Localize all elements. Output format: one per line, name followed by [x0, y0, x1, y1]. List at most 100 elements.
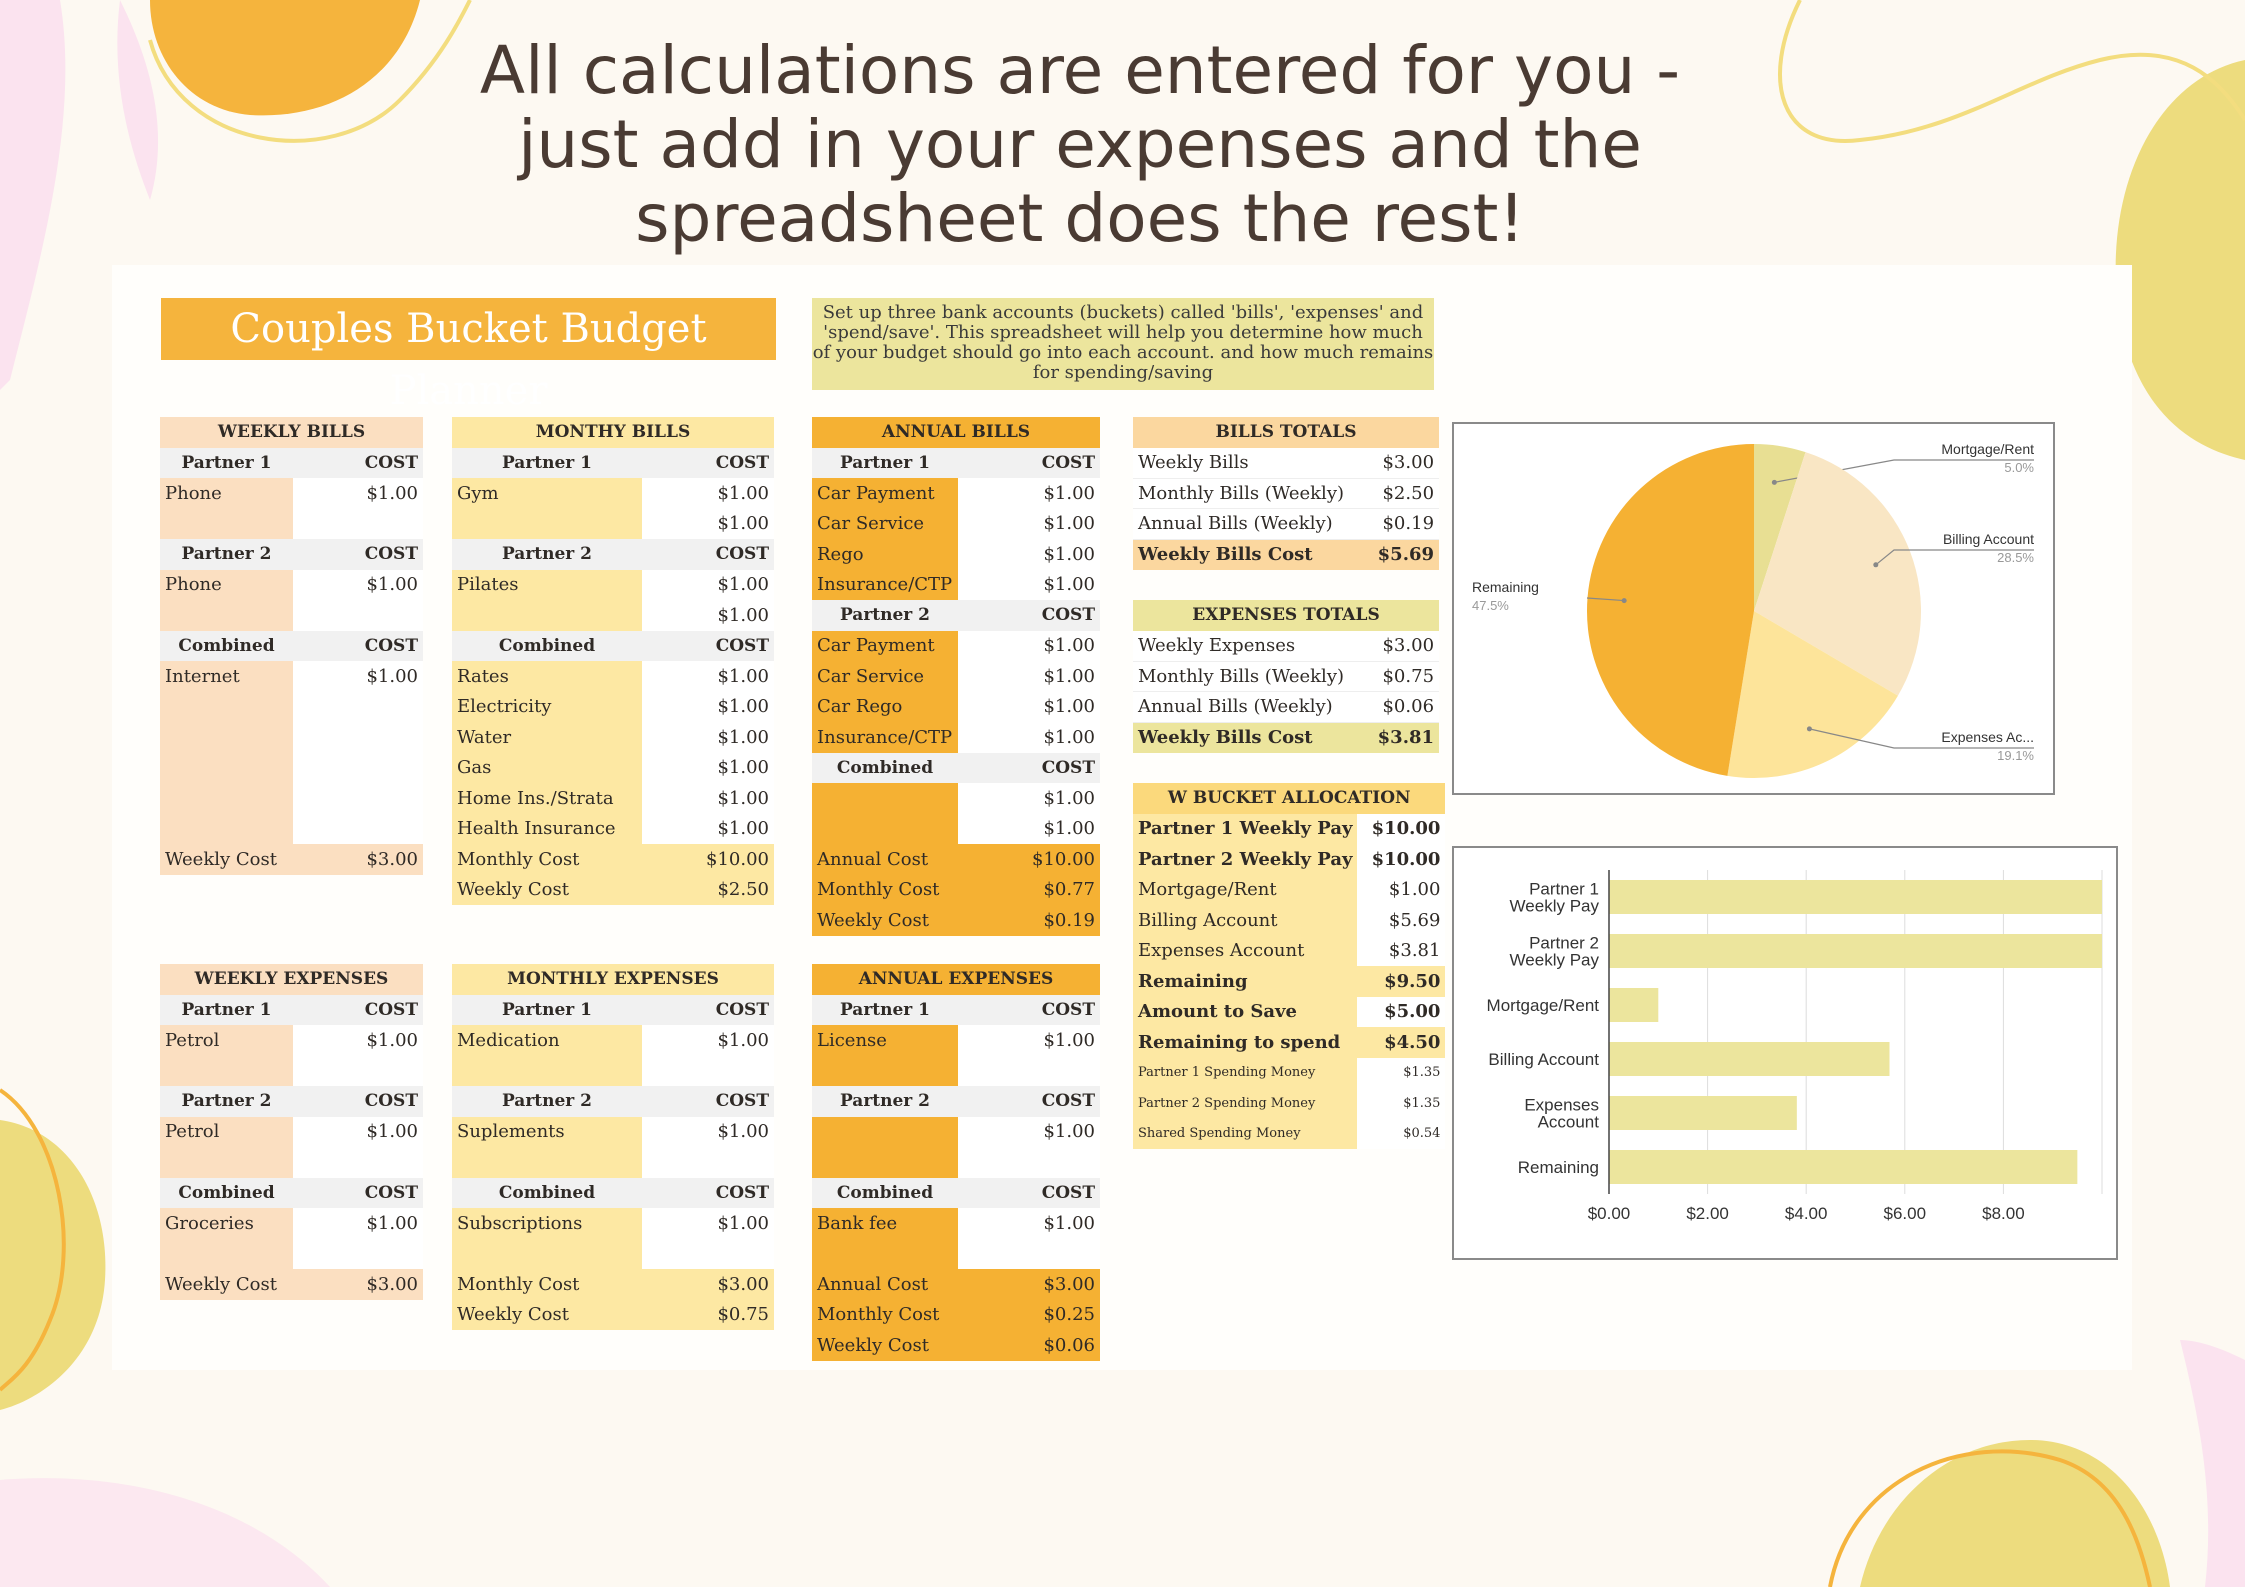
cell-label[interactable]: Water [452, 722, 642, 753]
cell-label[interactable] [812, 813, 958, 844]
cell-label[interactable]: Bank fee [812, 1208, 958, 1239]
cell-label[interactable] [452, 508, 642, 539]
cell-label[interactable]: Car Payment [812, 478, 958, 509]
cell-value[interactable]: $1.00 [293, 661, 423, 692]
pie-chart[interactable]: Mortgage/Rent 5.0% Billing Account 28.5% Exp… [1452, 422, 2055, 795]
cell-value[interactable]: $1.00 [958, 478, 1100, 509]
cell-label[interactable]: Insurance/CTP [812, 569, 958, 600]
cell-value[interactable]: $1.00 [958, 783, 1100, 814]
cell-value[interactable]: $1.00 [958, 661, 1100, 692]
cell-value[interactable] [642, 1055, 774, 1086]
cell-label[interactable] [160, 600, 293, 631]
cell-label[interactable]: Internet [160, 661, 293, 692]
cell-value[interactable]: $1.00 [642, 508, 774, 539]
cell-label[interactable]: Suplements [452, 1116, 642, 1147]
cell-label[interactable] [452, 1238, 642, 1269]
cell-label[interactable]: Car Rego [812, 691, 958, 722]
cell-value[interactable]: $1.00 [958, 1116, 1100, 1147]
cell-label[interactable]: Home Ins./Strata [452, 783, 642, 814]
cell-value[interactable] [642, 1147, 774, 1178]
cell-value[interactable] [958, 1055, 1100, 1086]
cell-value[interactable] [958, 1147, 1100, 1178]
cell-label[interactable]: Gas [452, 752, 642, 783]
cell-label[interactable]: Medication [452, 1025, 642, 1056]
cell-label[interactable]: Gym [452, 478, 642, 509]
cell-label[interactable]: Car Service [812, 661, 958, 692]
cell-value[interactable] [293, 691, 423, 722]
cell-label[interactable] [812, 1055, 958, 1086]
cell-label[interactable] [452, 600, 642, 631]
cell-label[interactable] [160, 508, 293, 539]
cell-label[interactable] [160, 752, 293, 783]
cell-value[interactable] [642, 1238, 774, 1269]
cell-value[interactable]: $1.00 [293, 569, 423, 600]
cell-value[interactable]: $1.00 [293, 1116, 423, 1147]
cell-value[interactable]: $1.00 [642, 1208, 774, 1239]
cell-value[interactable]: $1.00 [642, 600, 774, 631]
cell-label[interactable] [812, 783, 958, 814]
cell-label[interactable] [160, 1147, 293, 1178]
cell-label[interactable]: Groceries [160, 1208, 293, 1239]
cell-label[interactable] [160, 1238, 293, 1269]
cell-label[interactable] [160, 813, 293, 844]
cell-label[interactable]: Electricity [452, 691, 642, 722]
cell-label[interactable]: Pilates [452, 569, 642, 600]
bar-chart[interactable]: $0.00 $2.00 $4.00 $6.00 $8.00 Partner 1 Weekly… [1452, 846, 2118, 1260]
cell-value[interactable] [293, 1238, 423, 1269]
cell-label[interactable]: Health Insurance [452, 813, 642, 844]
cell-value[interactable] [293, 1055, 423, 1086]
cell-value[interactable]: $1.00 [958, 1025, 1100, 1056]
cell-value[interactable]: $1.00 [642, 722, 774, 753]
cell-value[interactable] [293, 752, 423, 783]
cell-label[interactable] [452, 1055, 642, 1086]
cell-value[interactable]: $1.00 [642, 813, 774, 844]
cell-label[interactable]: Car Service [812, 508, 958, 539]
cell-label[interactable]: Petrol [160, 1116, 293, 1147]
cell-value[interactable] [293, 722, 423, 753]
cell-value[interactable]: $1.00 [642, 752, 774, 783]
cell-label[interactable] [452, 1147, 642, 1178]
cell-label: Partner 1 [452, 447, 642, 478]
cell-value[interactable]: $1.00 [642, 1025, 774, 1056]
cell-value[interactable]: $1.00 [642, 783, 774, 814]
cell-value[interactable]: $1.00 [293, 1025, 423, 1056]
cell-value[interactable]: $1.00 [958, 722, 1100, 753]
cell-value[interactable]: $1.00 [958, 630, 1100, 661]
cell-label[interactable] [160, 1055, 293, 1086]
cell-value[interactable]: $1.00 [293, 478, 423, 509]
cell-value[interactable]: $1.00 [958, 508, 1100, 539]
cell-label[interactable]: Subscriptions [452, 1208, 642, 1239]
cell-label[interactable] [160, 722, 293, 753]
cell-value[interactable]: $1.00 [958, 1208, 1100, 1239]
cell-label[interactable] [812, 1147, 958, 1178]
cell-label[interactable]: License [812, 1025, 958, 1056]
cell-value[interactable]: $1.00 [958, 539, 1100, 570]
cell-label[interactable]: Petrol [160, 1025, 293, 1056]
cell-value[interactable]: $1.00 [958, 813, 1100, 844]
cell-value[interactable]: $1.00 [642, 478, 774, 509]
cell-label[interactable] [160, 691, 293, 722]
cell-value[interactable] [293, 1147, 423, 1178]
cell-label[interactable] [160, 783, 293, 814]
cell-value: $0.77 [958, 874, 1100, 905]
cell-value[interactable] [293, 508, 423, 539]
cell-value[interactable] [293, 813, 423, 844]
cell-value[interactable] [958, 1238, 1100, 1269]
cell-value[interactable]: $1.00 [958, 691, 1100, 722]
cell-value[interactable]: $1.00 [642, 691, 774, 722]
cell-value[interactable] [293, 600, 423, 631]
cell-label[interactable]: Car Payment [812, 630, 958, 661]
cell-label[interactable]: Phone [160, 569, 293, 600]
cell-label[interactable]: Rego [812, 539, 958, 570]
cell-label[interactable]: Rates [452, 661, 642, 692]
cell-value[interactable]: $1.00 [642, 661, 774, 692]
cell-label[interactable]: Phone [160, 478, 293, 509]
cell-label[interactable] [812, 1116, 958, 1147]
cell-label[interactable] [812, 1238, 958, 1269]
cell-value[interactable]: $1.00 [642, 569, 774, 600]
cell-value[interactable]: $1.00 [958, 569, 1100, 600]
cell-value[interactable]: $1.00 [642, 1116, 774, 1147]
cell-value[interactable] [293, 783, 423, 814]
cell-label[interactable]: Insurance/CTP [812, 722, 958, 753]
cell-value[interactable]: $1.00 [293, 1208, 423, 1239]
